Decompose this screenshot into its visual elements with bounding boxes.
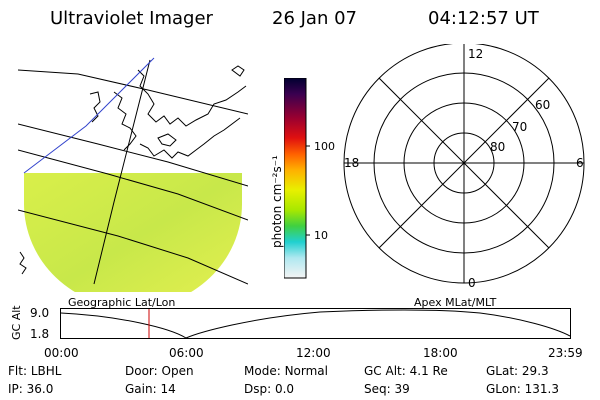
status-mode: Mode: Normal bbox=[244, 364, 328, 378]
map-label: Geographic Lat/Lon bbox=[68, 296, 176, 309]
status-seq: Seq: 39 bbox=[364, 382, 410, 396]
colorbar-tick-100: 100 bbox=[314, 140, 335, 153]
status-flt: Flt: LBHL bbox=[8, 364, 62, 378]
altitude-xtick-3: 18:00 bbox=[423, 346, 458, 360]
altitude-xtick-2: 12:00 bbox=[296, 346, 331, 360]
date-label: 26 Jan 07 bbox=[272, 8, 357, 29]
status-door: Door: Open bbox=[125, 364, 194, 378]
altitude-xtick-4: 23:59 bbox=[548, 346, 583, 360]
lat-label-70: 70 bbox=[512, 120, 528, 134]
status-ip: IP: 36.0 bbox=[8, 382, 54, 396]
altitude-xtick-0: 00:00 bbox=[44, 346, 79, 360]
mlt-label-6: 6 bbox=[576, 156, 584, 170]
mlt-label-18: 18 bbox=[344, 156, 360, 170]
mlt-label-12: 12 bbox=[468, 47, 484, 61]
altitude-curve bbox=[60, 309, 571, 339]
altitude-plot-frame bbox=[60, 308, 571, 339]
lat-label-60: 60 bbox=[535, 98, 551, 112]
status-gain: Gain: 14 bbox=[125, 382, 176, 396]
lat-label-80: 80 bbox=[490, 140, 506, 154]
altitude-ymin: 1.8 bbox=[30, 327, 50, 341]
colorbar-tick-10: 10 bbox=[314, 229, 328, 242]
axis-diag-2 bbox=[378, 77, 550, 249]
polar-label: Apex MLat/MLT bbox=[414, 296, 497, 309]
polar-plot bbox=[343, 44, 585, 284]
status-glat: GLat: 29.3 bbox=[486, 364, 549, 378]
altitude-ylabel: GC Alt bbox=[10, 305, 23, 340]
altitude-plot bbox=[60, 308, 571, 339]
geographic-map bbox=[18, 57, 248, 292]
uv-emission-region bbox=[24, 173, 242, 292]
colorbar bbox=[284, 78, 310, 279]
colorbar-unit-label: photon cm⁻²s⁻¹ bbox=[270, 155, 284, 248]
coastlines bbox=[19, 65, 247, 275]
time-label: 04:12:57 UT bbox=[428, 8, 539, 29]
app-title: Ultraviolet Imager bbox=[50, 8, 213, 29]
status-glon: GLon: 131.3 bbox=[486, 382, 559, 396]
altitude-xtick-1: 06:00 bbox=[169, 346, 204, 360]
terminator-line bbox=[23, 57, 155, 174]
status-gc-alt: GC Alt: 4.1 Re bbox=[364, 364, 448, 378]
status-dsp: Dsp: 0.0 bbox=[244, 382, 295, 396]
mlt-label-0: 0 bbox=[468, 276, 476, 290]
latlon-grid bbox=[18, 59, 248, 285]
altitude-ymax: 9.0 bbox=[30, 306, 50, 320]
